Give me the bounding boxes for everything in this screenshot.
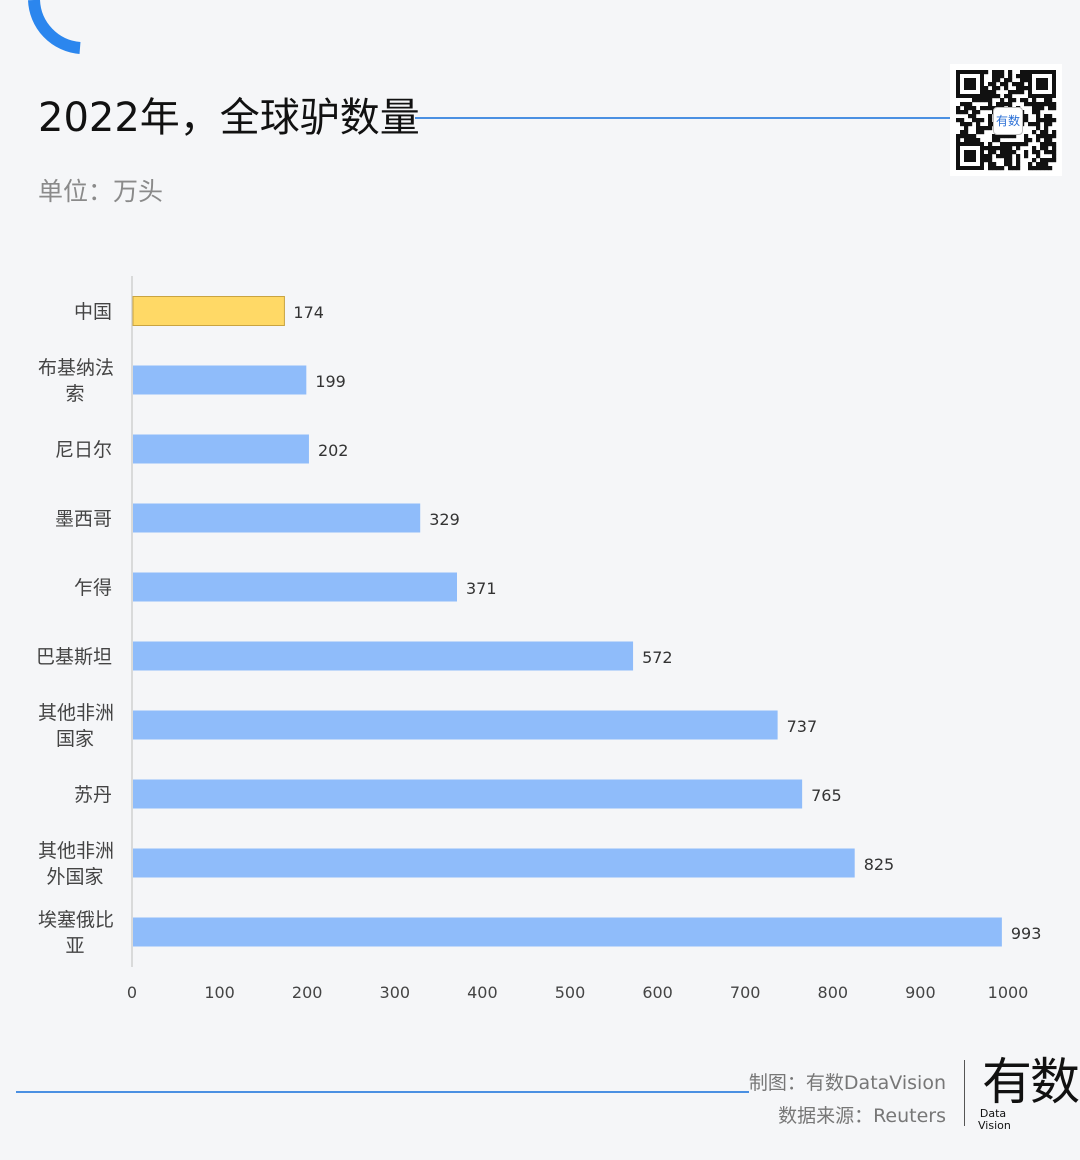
category-label: 布基纳法 [38,357,114,379]
category-label: 尼日尔 [55,439,112,461]
data-label: 825 [864,855,895,874]
logo-subtitle-line-1: Data [979,1107,1007,1120]
bar [132,296,285,326]
data-label: 765 [811,786,842,805]
bar [133,710,778,740]
bar [133,365,307,395]
qr-code [950,64,1062,176]
category-label: 国家 [56,728,94,750]
data-label: 993 [1011,924,1042,943]
brand-logo: 有数 Data Vision [976,1046,1080,1136]
corner-arc-decoration [28,0,81,54]
x-tick-label: 500 [555,983,586,1002]
bar [133,641,634,671]
category-label: 墨西哥 [55,508,112,530]
logo-subtitle: Data Vision [978,1107,1011,1132]
bar [133,917,1002,947]
data-label: 329 [429,510,460,529]
data-label: 737 [787,717,818,736]
x-tick-label: 400 [467,983,498,1002]
bar [133,434,309,464]
bar [133,848,855,878]
x-tick-label: 0 [127,983,137,1002]
x-tick-label: 1000 [988,983,1029,1002]
category-label: 乍得 [74,577,112,599]
x-tick-label: 700 [730,983,761,1002]
x-tick-label: 300 [380,983,411,1002]
category-label: 其他非洲 [38,840,114,862]
category-label: 外国家 [46,866,103,888]
data-label: 174 [293,303,324,322]
bar [133,779,803,809]
category-label: 亚 [65,935,84,957]
data-label: 371 [466,579,497,598]
credit-text: 制图：有数DataVision [748,1072,946,1094]
category-label: 索 [65,383,84,405]
x-tick-label: 800 [818,983,849,1002]
data-label: 199 [315,372,346,391]
x-tick-label: 900 [905,983,936,1002]
qr-logo-badge: 有数 [993,107,1023,135]
logo-subtitle-line-2: Vision [978,1119,1011,1132]
category-label: 苏丹 [74,784,112,806]
data-label: 202 [318,441,349,460]
x-tick-label: 200 [292,983,323,1002]
source-text: 数据来源：Reuters [778,1105,946,1127]
x-tick-label: 600 [642,983,673,1002]
x-tick-label: 100 [204,983,235,1002]
category-label: 埃塞俄比 [38,909,114,931]
bar [133,503,421,533]
unit-label: 单位：万头 [38,177,164,206]
category-label: 中国 [74,301,112,323]
bar [133,572,457,602]
category-label: 其他非洲 [38,702,114,724]
logo-mark: 有数 [982,1053,1080,1111]
category-label: 巴基斯坦 [36,646,112,668]
footer-divider-line [16,1091,749,1093]
data-label: 572 [642,648,673,667]
footer-vertical-divider [964,1060,965,1126]
chart-title: 2022年，全球驴数量 [38,95,420,141]
title-divider [415,117,950,119]
